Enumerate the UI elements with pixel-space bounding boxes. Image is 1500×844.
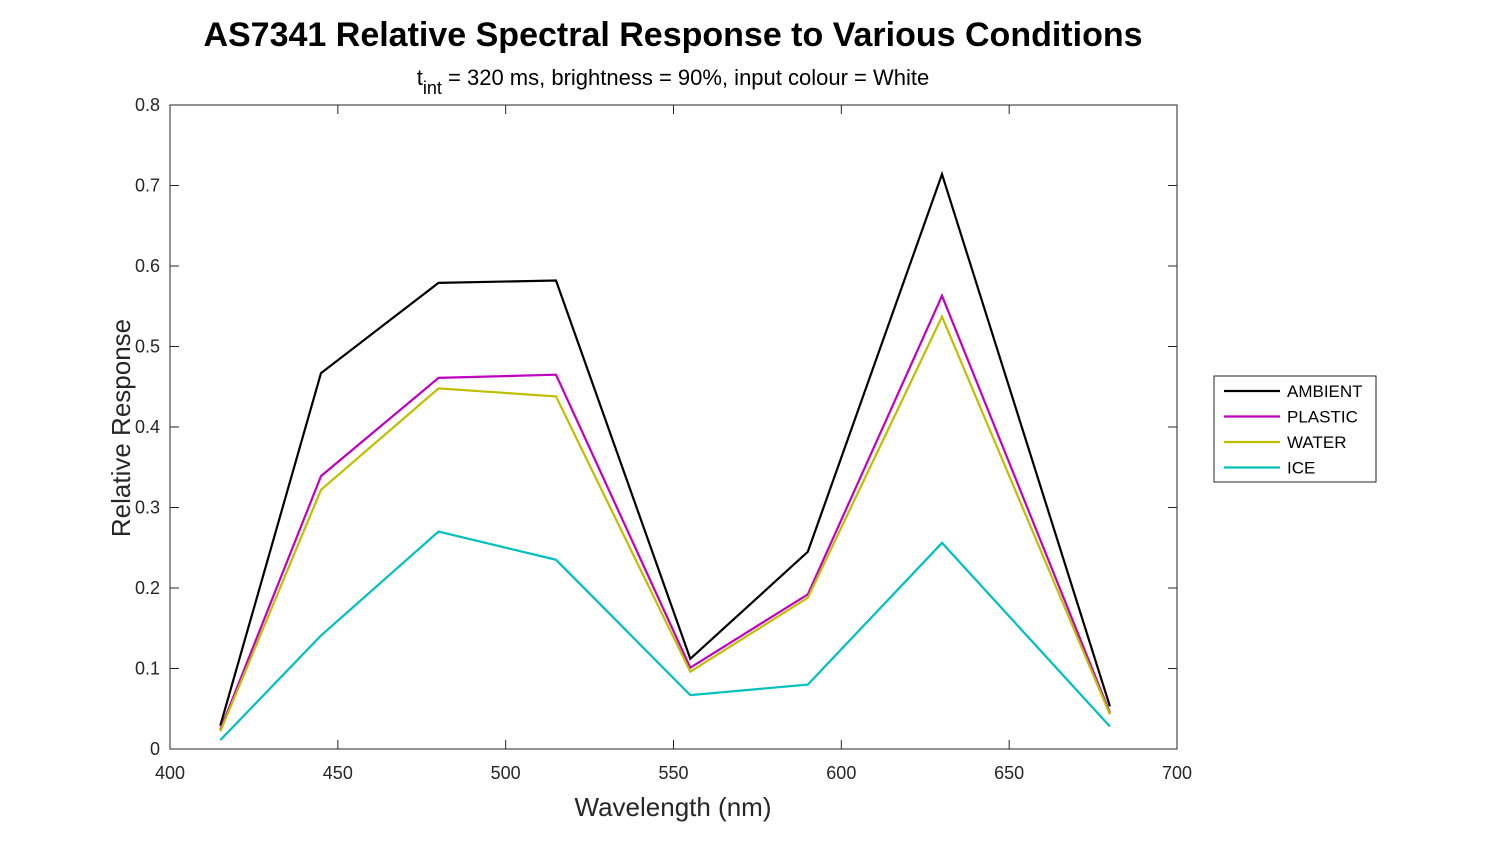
- axes-box: [169, 104, 1178, 750]
- x-tick-label: 550: [658, 763, 688, 783]
- chart-title: AS7341 Relative Spectral Response to Var…: [203, 16, 1142, 54]
- legend-label-water: WATER: [1287, 433, 1347, 452]
- x-tick-label: 650: [994, 763, 1024, 783]
- legend: AMBIENT PLASTIC WATER ICE: [1213, 375, 1377, 483]
- y-tick-label: 0.1: [135, 659, 160, 679]
- legend-label-ice: ICE: [1287, 459, 1315, 478]
- y-tick-label: 0.2: [135, 578, 160, 598]
- y-axis-label: Relative Response: [106, 319, 136, 537]
- x-tick-label: 500: [491, 763, 521, 783]
- x-tick-label: 600: [826, 763, 856, 783]
- y-tick-label: 0.6: [135, 256, 160, 276]
- legend-label-plastic: PLASTIC: [1287, 408, 1358, 427]
- x-tick-label: 700: [1162, 763, 1192, 783]
- series-line-ice: [219, 530, 1111, 741]
- series-line-plastic: [219, 292, 1111, 731]
- y-tick-label: 0.8: [135, 95, 160, 115]
- y-tick-label: 0.3: [135, 498, 160, 518]
- series-line-water: [219, 314, 1111, 732]
- subtitle-subscript: int: [423, 78, 442, 98]
- x-axis-label: Wavelength (nm): [575, 792, 772, 822]
- series-line-ambient: [219, 170, 1111, 727]
- subtitle-text: = 320 ms, brightness = 90%, input colour…: [442, 65, 929, 90]
- legend-label-ambient: AMBIENT: [1287, 382, 1363, 401]
- x-tick-label: 400: [155, 763, 185, 783]
- y-tick-label: 0.4: [135, 417, 160, 437]
- y-tick-label: 0.5: [135, 337, 160, 357]
- y-tick-label: 0.7: [135, 176, 160, 196]
- x-tick-label: 450: [323, 763, 353, 783]
- chart-subtitle: tint = 320 ms, brightness = 90%, input c…: [417, 65, 929, 98]
- plot-area: 400 450 500 550 600 650 700 0 0.1 0.2 0.3 0.4 0.5 0.6…: [135, 95, 1192, 783]
- legend-box: [1213, 375, 1377, 483]
- subtitle-t: t: [417, 65, 423, 90]
- y-tick-label: 0: [150, 739, 160, 759]
